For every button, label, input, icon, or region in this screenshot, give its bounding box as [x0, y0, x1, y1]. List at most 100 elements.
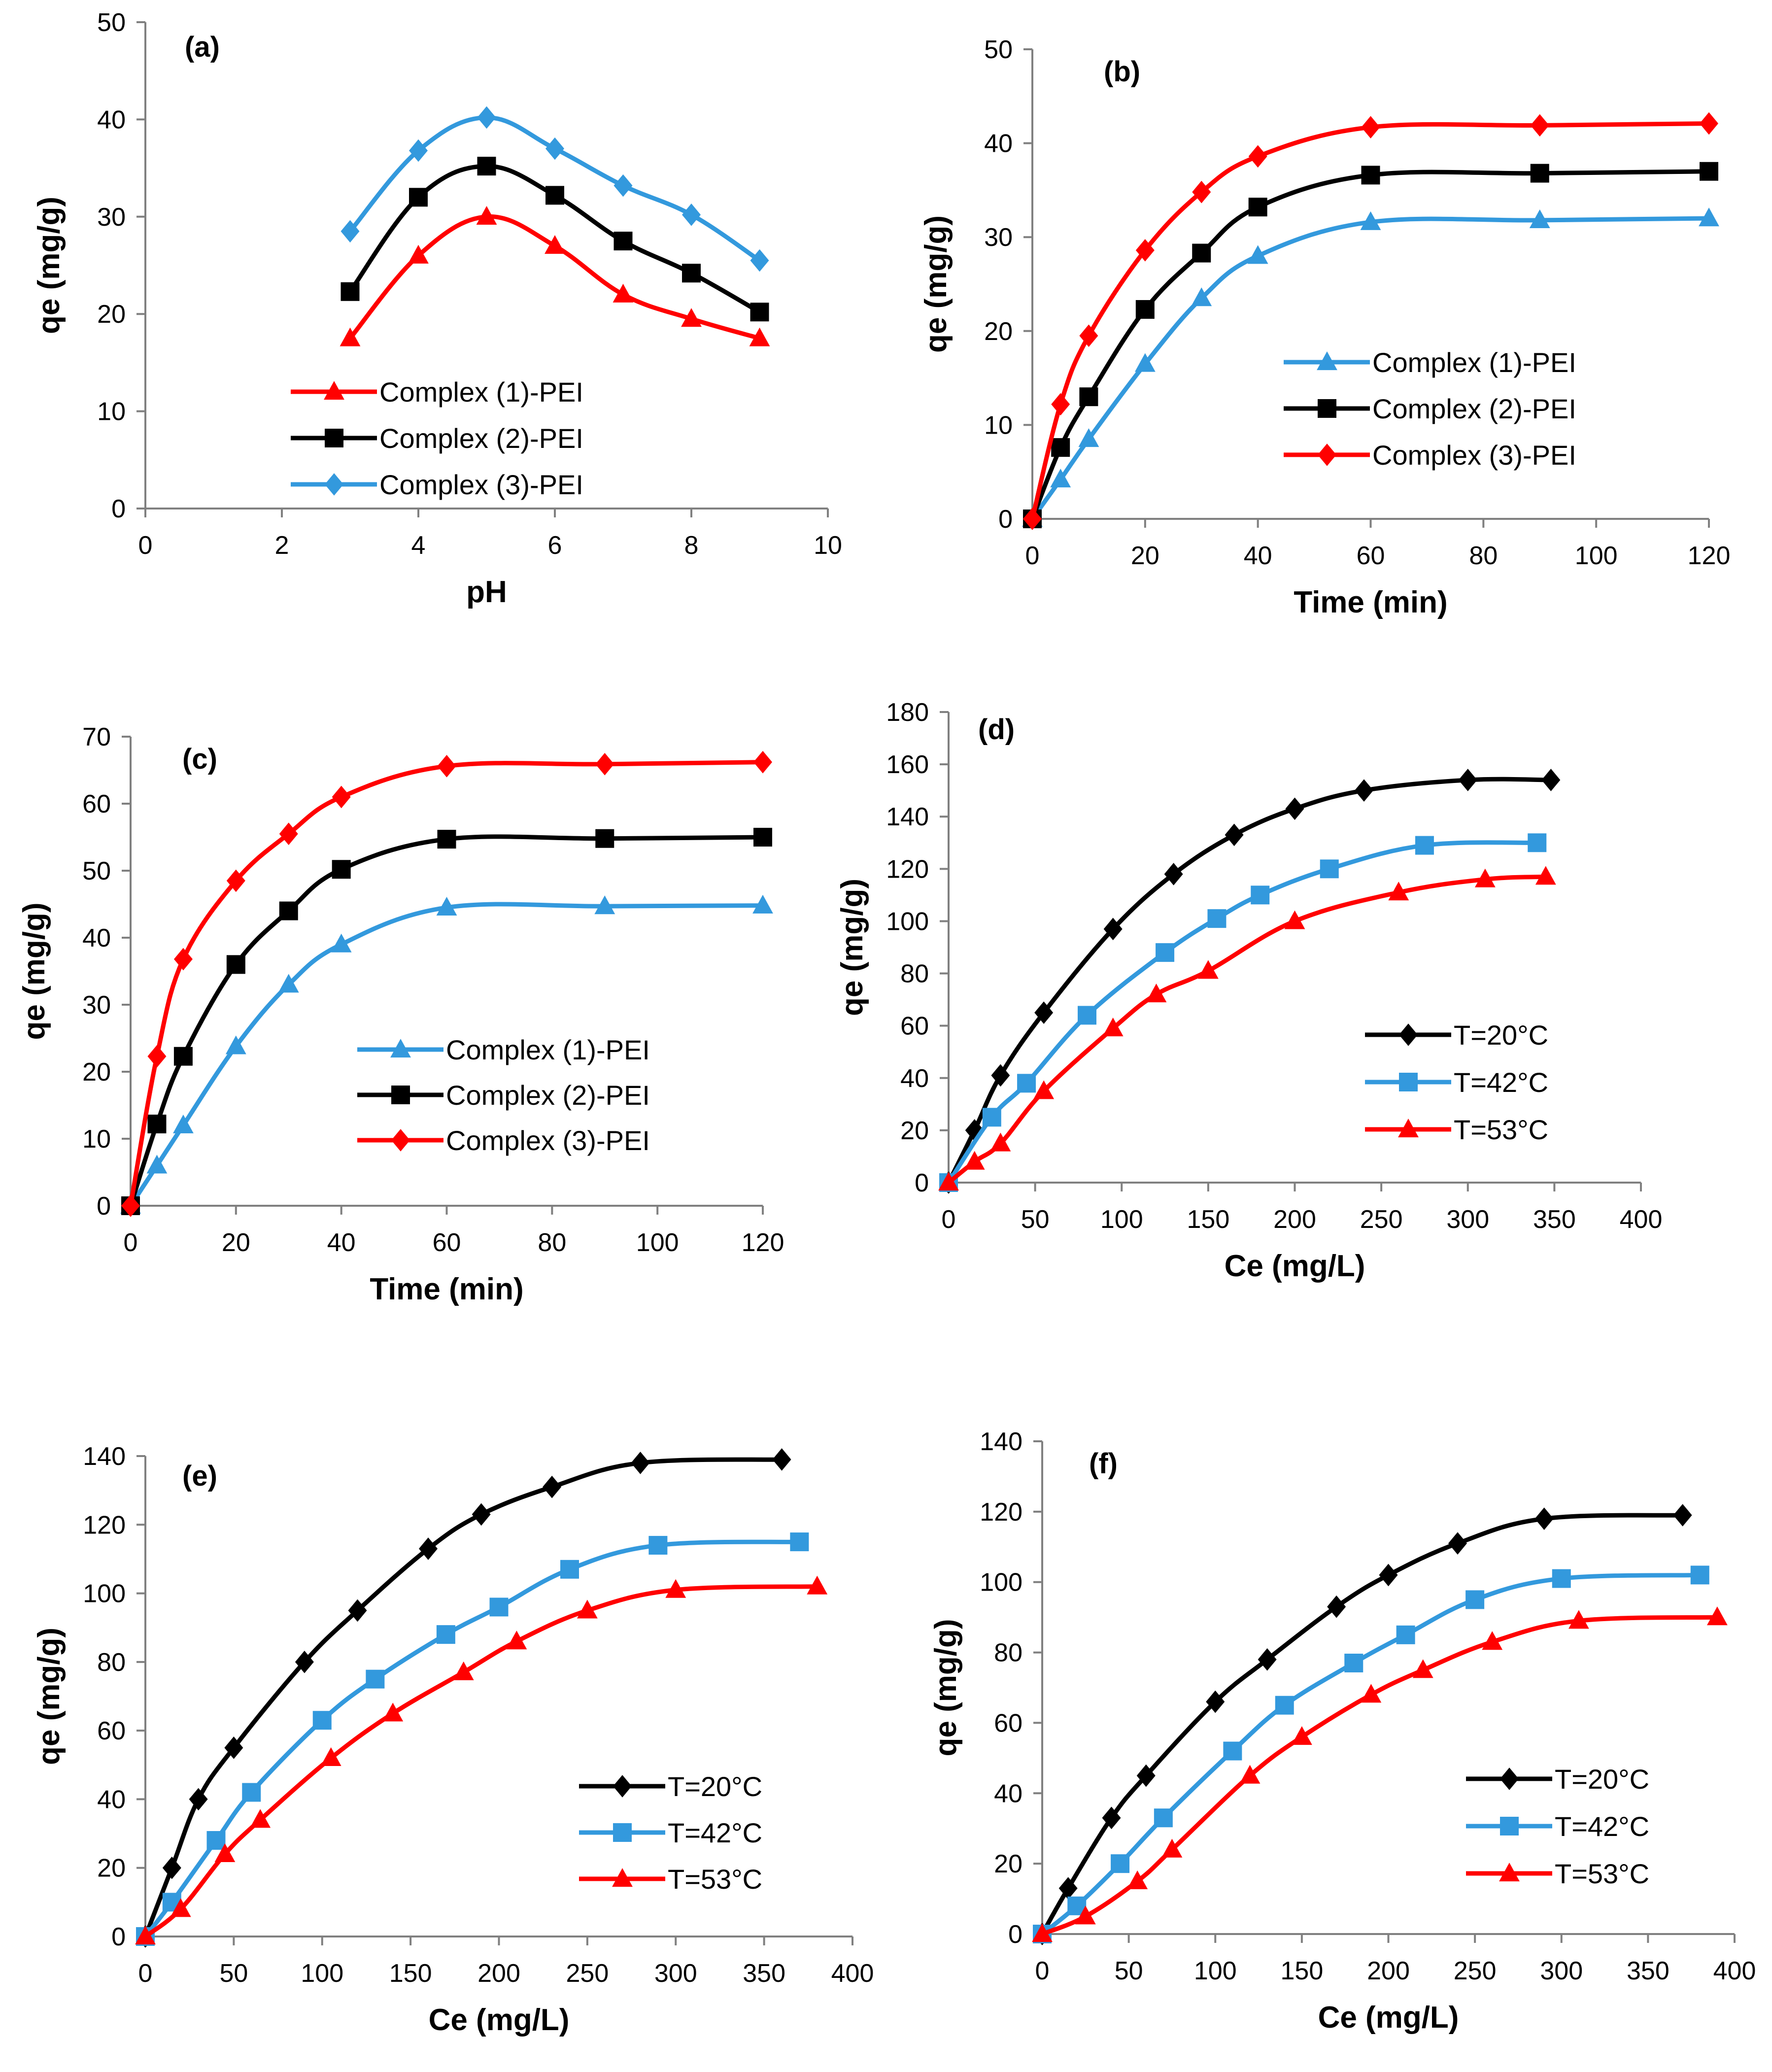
series-2: [938, 866, 1556, 1191]
data-point: [1530, 114, 1549, 137]
y-tick-label: 10: [984, 411, 1013, 440]
series-line: [947, 840, 1537, 1184]
data-point: [1458, 769, 1477, 791]
data-point: [409, 188, 428, 207]
data-point: [1102, 1018, 1124, 1037]
data-point: [189, 1788, 208, 1811]
legend-swatch-marker: [391, 1086, 410, 1104]
data-point: [477, 106, 496, 129]
legend-swatch-marker: [1398, 1119, 1419, 1138]
x-tick-label: 150: [1187, 1205, 1229, 1234]
data-point: [477, 157, 496, 176]
data-point: [1699, 207, 1719, 227]
x-tick-label: 0: [124, 1228, 138, 1257]
data-point: [613, 174, 633, 197]
data-point: [1051, 393, 1070, 416]
legend-entry-label: Complex (2)-PEI: [446, 1080, 650, 1111]
x-tick-label: 4: [411, 531, 426, 560]
data-point: [472, 1503, 491, 1526]
x-tick-label: 200: [1273, 1205, 1316, 1234]
legend-entry-label: T=42°C: [1454, 1067, 1548, 1098]
x-axis-title: Ce (mg/L): [429, 2003, 570, 2037]
data-point: [1465, 1590, 1485, 1609]
x-axis-title: Ce (mg/L): [1318, 2001, 1459, 2035]
data-point: [312, 1711, 332, 1730]
series-1: [1033, 1565, 1709, 1943]
x-tick-label: 10: [814, 531, 842, 560]
legend-swatch-marker: [613, 1823, 632, 1842]
y-axis-title: qe (mg/g): [32, 197, 66, 334]
legend-entry-label: Complex (3)-PEI: [379, 469, 583, 500]
x-tick-label: 100: [301, 1959, 343, 1988]
x-tick-label: 120: [1688, 542, 1731, 570]
data-point: [1284, 910, 1305, 929]
x-tick-label: 100: [1194, 1957, 1237, 1985]
y-tick-label: 40: [900, 1064, 929, 1093]
y-tick-label: 20: [984, 317, 1013, 346]
data-point: [1355, 779, 1373, 802]
y-tick-label: 40: [994, 1779, 1022, 1808]
x-tick-label: 6: [548, 531, 562, 560]
data-point: [250, 1809, 271, 1828]
y-tick-label: 50: [984, 35, 1013, 64]
data-point: [1154, 1808, 1173, 1828]
legend-swatch-marker: [613, 1775, 632, 1798]
data-point: [1320, 859, 1339, 879]
panel-label: (a): [185, 31, 220, 63]
data-point: [366, 1669, 385, 1689]
x-tick-label: 300: [1446, 1205, 1489, 1234]
data-point: [1388, 882, 1409, 901]
y-tick-label: 30: [97, 203, 126, 232]
data-point: [436, 896, 457, 916]
x-tick-label: 60: [1357, 542, 1385, 570]
x-tick-label: 100: [636, 1228, 679, 1257]
data-point: [1192, 243, 1211, 263]
x-tick-label: 150: [1280, 1957, 1323, 1985]
legend-entry-label: T=53°C: [668, 1864, 762, 1895]
data-point: [242, 1783, 261, 1802]
data-point: [1247, 245, 1268, 264]
x-tick-label: 50: [1021, 1205, 1050, 1234]
legend-swatch-marker: [612, 1868, 633, 1887]
data-point: [341, 282, 360, 301]
data-point: [1448, 1532, 1467, 1555]
data-point: [965, 1119, 984, 1142]
data-point: [753, 750, 772, 774]
data-point: [506, 1630, 527, 1650]
y-tick-label: 0: [1008, 1920, 1022, 1949]
data-point: [1528, 833, 1547, 852]
data-point: [1239, 1765, 1261, 1784]
y-tick-label: 30: [984, 223, 1013, 252]
data-point: [1285, 797, 1304, 820]
x-tick-label: 300: [654, 1959, 697, 1988]
data-point: [147, 1045, 167, 1068]
x-tick-label: 0: [942, 1205, 956, 1234]
chart-panel-d: 0 20 40 60 80 100 120 140 160 180 0 50 100 150 200 250 3…: [835, 698, 1662, 1283]
data-point: [436, 1625, 455, 1644]
data-point: [146, 1155, 168, 1174]
data-point: [1251, 885, 1270, 905]
data-point: [1164, 863, 1183, 885]
data-point: [121, 1194, 140, 1217]
x-tick-label: 80: [1469, 542, 1498, 570]
data-point: [595, 752, 614, 776]
data-point: [772, 1448, 791, 1471]
data-point: [938, 1172, 959, 1191]
legend: Complex (1)-PEI Complex (2)-PEI Complex (3…: [357, 1034, 650, 1156]
data-point: [1396, 1625, 1415, 1644]
series-2: [121, 750, 772, 1217]
legend-entry-label: T=42°C: [1555, 1811, 1649, 1842]
x-tick-label: 350: [1533, 1205, 1576, 1234]
data-point: [1032, 1923, 1053, 1942]
data-point: [1700, 162, 1718, 181]
y-tick-label: 50: [82, 857, 111, 885]
data-point: [1033, 1080, 1055, 1099]
y-tick-label: 60: [900, 1012, 929, 1041]
data-point: [147, 1115, 167, 1134]
y-axis-title: qe (mg/g): [919, 215, 953, 353]
y-tick-label: 100: [886, 907, 929, 936]
panel-label: (b): [1104, 56, 1140, 88]
legend-swatch-marker: [390, 1039, 411, 1058]
x-tick-label: 250: [1360, 1205, 1403, 1234]
data-point: [1191, 287, 1212, 306]
